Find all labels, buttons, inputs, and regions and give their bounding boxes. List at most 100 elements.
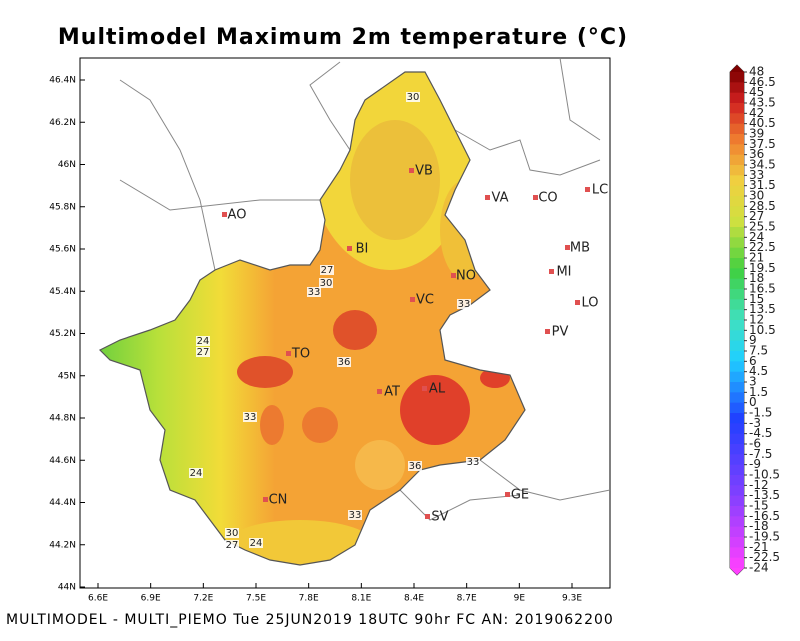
lat-label: 44N bbox=[58, 583, 76, 593]
colorbar-label: 22.5 bbox=[749, 240, 776, 254]
city-marker bbox=[410, 297, 415, 302]
colorbar-label: 16.5 bbox=[749, 282, 776, 296]
colorbar-band bbox=[730, 423, 744, 435]
colorbar-label: 43.5 bbox=[749, 96, 776, 110]
colorbar-label: -9 bbox=[749, 457, 761, 471]
lon-label: 8.1E bbox=[351, 594, 371, 604]
lon-label: 6.6E bbox=[88, 594, 108, 604]
borders bbox=[119, 57, 611, 521]
colorbar-label: 33 bbox=[749, 168, 764, 182]
lat-label: 46.2N bbox=[49, 118, 76, 128]
lat-label: 46.4N bbox=[49, 76, 76, 86]
lon-label: 7.2E bbox=[193, 594, 213, 604]
colorbar-label: -16.5 bbox=[749, 509, 780, 523]
colorbar-label: 30 bbox=[749, 189, 764, 203]
city-marker bbox=[575, 300, 580, 305]
colorbar-cap bbox=[730, 65, 744, 72]
lat-label: 45N bbox=[58, 371, 76, 381]
colorbar-band bbox=[730, 154, 744, 166]
colorbar-label: -7.5 bbox=[749, 447, 772, 461]
contour-label-bg bbox=[406, 92, 420, 102]
colorbar-label: -19.5 bbox=[749, 530, 780, 544]
city-label: VA bbox=[492, 191, 509, 206]
city-marker bbox=[377, 389, 382, 394]
city-marker bbox=[565, 245, 570, 250]
colorbar-label: 28.5 bbox=[749, 199, 776, 213]
colorbar-band bbox=[730, 413, 744, 424]
contour-label-bg bbox=[196, 347, 210, 357]
colorbar-label: 13.5 bbox=[749, 302, 776, 316]
city-label: LO bbox=[581, 296, 598, 311]
colorbar-label: -21 bbox=[749, 540, 769, 554]
city-marker bbox=[485, 195, 490, 200]
colorbar-band bbox=[730, 123, 744, 135]
city-label: CO bbox=[538, 191, 557, 206]
lon-label: 8.7E bbox=[457, 594, 477, 604]
contour-label: 33 bbox=[308, 287, 321, 298]
contour-label: 36 bbox=[338, 357, 351, 368]
colorbar-label: 10.5 bbox=[749, 323, 776, 337]
colorbar-band bbox=[730, 216, 744, 228]
colorbar-label: 46.5 bbox=[749, 75, 776, 89]
colorbar-band bbox=[730, 175, 744, 187]
city-label: NO bbox=[456, 269, 476, 284]
colorbar-band bbox=[730, 165, 744, 176]
colorbar-band bbox=[730, 113, 744, 125]
lon-label: 8.4E bbox=[404, 594, 424, 604]
colorbar-label: -10.5 bbox=[749, 468, 780, 482]
colorbar-label: 9 bbox=[749, 333, 757, 347]
colorbar-band bbox=[730, 454, 744, 466]
colorbar-band bbox=[730, 382, 744, 393]
colorbar-label: 34.5 bbox=[749, 158, 776, 172]
contour-label-bg bbox=[225, 540, 239, 550]
contour-label: 36 bbox=[409, 461, 422, 472]
colorbar-label: 25.5 bbox=[749, 220, 776, 234]
colorbar-band bbox=[730, 82, 744, 94]
colorbar-band bbox=[730, 227, 744, 238]
city-marker bbox=[451, 273, 456, 278]
lat-label: 44.8N bbox=[49, 414, 76, 424]
colorbar-label: 1.5 bbox=[749, 385, 768, 399]
colorbar-band bbox=[730, 92, 744, 104]
lat-label: 45.6N bbox=[49, 245, 76, 255]
city-label: BI bbox=[356, 242, 369, 257]
colorbar-band bbox=[730, 289, 744, 300]
colorbar-band bbox=[730, 206, 744, 218]
title: Multimodel Maximum 2m temperature (°C) bbox=[58, 25, 628, 50]
lon-label: 7.8E bbox=[299, 594, 319, 604]
lat-label: 45.4N bbox=[49, 287, 76, 297]
colorbar-label: 36 bbox=[749, 147, 764, 161]
colorbar-label: 15 bbox=[749, 292, 764, 306]
lat-label: 46N bbox=[58, 160, 76, 170]
colorbar-band bbox=[730, 320, 744, 331]
colorbar-band bbox=[730, 516, 744, 528]
city-label: MI bbox=[556, 265, 571, 280]
colorbar-band bbox=[730, 340, 744, 352]
lon-label: 9E bbox=[514, 594, 526, 604]
colorbar-label: 12 bbox=[749, 313, 764, 327]
lon-label: 6.9E bbox=[141, 594, 161, 604]
contour-label-bg bbox=[189, 468, 203, 478]
colorbar-label: 37.5 bbox=[749, 137, 776, 151]
colorbar-band bbox=[730, 134, 744, 145]
colorbar-band bbox=[730, 402, 744, 414]
city-label: LC bbox=[592, 183, 608, 198]
city-label: AT bbox=[384, 385, 400, 400]
colorbar-band bbox=[730, 185, 744, 197]
colorbar-label: -6 bbox=[749, 437, 761, 451]
colorbar-band bbox=[730, 351, 744, 362]
colorbar-band bbox=[730, 299, 744, 311]
colorbar-label: 24 bbox=[749, 230, 764, 244]
colorbar-band bbox=[730, 330, 744, 342]
colorbar-band bbox=[730, 444, 744, 455]
colorbar-band bbox=[730, 537, 744, 548]
city-label: CN bbox=[269, 493, 288, 508]
colorbar-label: 19.5 bbox=[749, 261, 776, 275]
contour-label: 24 bbox=[190, 468, 203, 479]
contour-label: 24 bbox=[197, 336, 210, 347]
colorbar-label: 45 bbox=[749, 85, 764, 99]
colorbar-band bbox=[730, 258, 744, 269]
colorbar-label: -13.5 bbox=[749, 488, 780, 502]
contour-label: 33 bbox=[458, 299, 471, 310]
colorbar-label: 4.5 bbox=[749, 364, 768, 378]
